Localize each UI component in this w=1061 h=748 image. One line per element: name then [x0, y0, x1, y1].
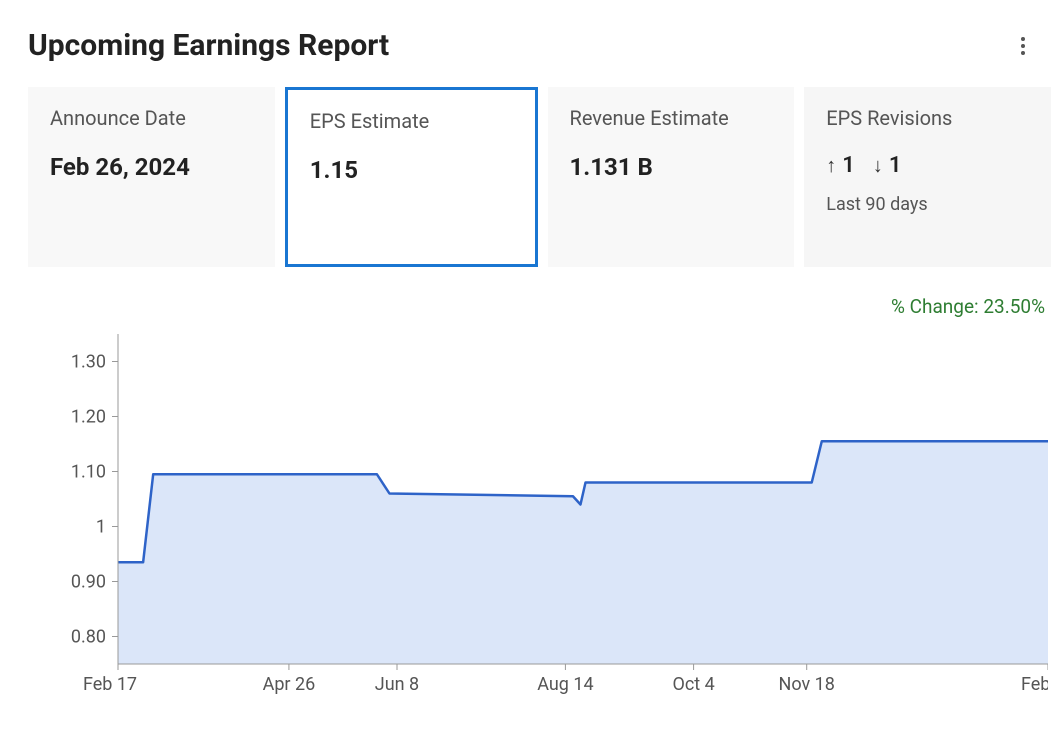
svg-text:Oct 4: Oct 4 [672, 674, 714, 695]
revisions-up: ↑ 1 [826, 153, 855, 178]
revisions-row: ↑ 1 ↓ 1 [826, 153, 1029, 178]
card-label: Revenue Estimate [570, 105, 773, 131]
svg-text:Feb 23: Feb 23 [1021, 674, 1048, 695]
svg-text:0.90: 0.90 [71, 572, 106, 593]
more-options-icon[interactable] [1009, 32, 1037, 60]
revenue-estimate-card[interactable]: Revenue Estimate 1.131 B [548, 87, 795, 267]
summary-cards: Announce Date Feb 26, 2024 EPS Estimate … [28, 87, 1051, 267]
svg-text:Nov 18: Nov 18 [779, 674, 835, 695]
revisions-down: ↓ 1 [873, 153, 902, 178]
arrow-down-icon: ↓ [873, 153, 883, 178]
svg-text:1.10: 1.10 [71, 462, 106, 483]
eps-revisions-card[interactable]: EPS Revisions ↑ 1 ↓ 1 Last 90 days [804, 87, 1051, 267]
pct-change-label: % Change: 23.50% [28, 295, 1051, 318]
card-label: EPS Estimate [310, 108, 513, 134]
revisions-down-count: 1 [889, 153, 902, 178]
svg-text:1.20: 1.20 [71, 407, 106, 428]
eps-estimate-card[interactable]: EPS Estimate 1.15 [285, 87, 538, 267]
svg-text:Apr 26: Apr 26 [263, 674, 316, 695]
svg-text:0.80: 0.80 [71, 627, 106, 648]
revisions-up-count: 1 [842, 153, 855, 178]
svg-text:1.30: 1.30 [71, 352, 106, 373]
earnings-report-widget: Upcoming Earnings Report Announce Date F… [0, 0, 1061, 748]
pct-change-value: 23.50% [983, 295, 1045, 318]
announce-date-card[interactable]: Announce Date Feb 26, 2024 [28, 87, 275, 267]
widget-title: Upcoming Earnings Report [28, 28, 389, 63]
card-value: 1.131 B [570, 153, 773, 181]
card-label: Announce Date [50, 105, 253, 131]
widget-header: Upcoming Earnings Report [28, 28, 1051, 63]
revisions-note: Last 90 days [826, 194, 1029, 215]
card-label: EPS Revisions [826, 105, 1029, 131]
card-value: 1.15 [310, 156, 513, 184]
svg-text:Aug 14: Aug 14 [537, 674, 593, 695]
svg-text:Feb 17: Feb 17 [83, 674, 137, 695]
card-value: Feb 26, 2024 [50, 153, 253, 181]
pct-change-prefix: % Change: [891, 295, 983, 318]
eps-chart: 0.80 0.90 1 1.10 1.20 1.30 Feb 17 Apr 26 Jun 8 Au… [28, 324, 1048, 704]
svg-text:1: 1 [96, 517, 106, 538]
chart-area: % Change: 23.50% 0.80 0.90 1 1.10 1.20 1.30 Fe… [28, 295, 1051, 704]
arrow-up-icon: ↑ [826, 153, 836, 178]
svg-text:Jun 8: Jun 8 [375, 674, 419, 695]
